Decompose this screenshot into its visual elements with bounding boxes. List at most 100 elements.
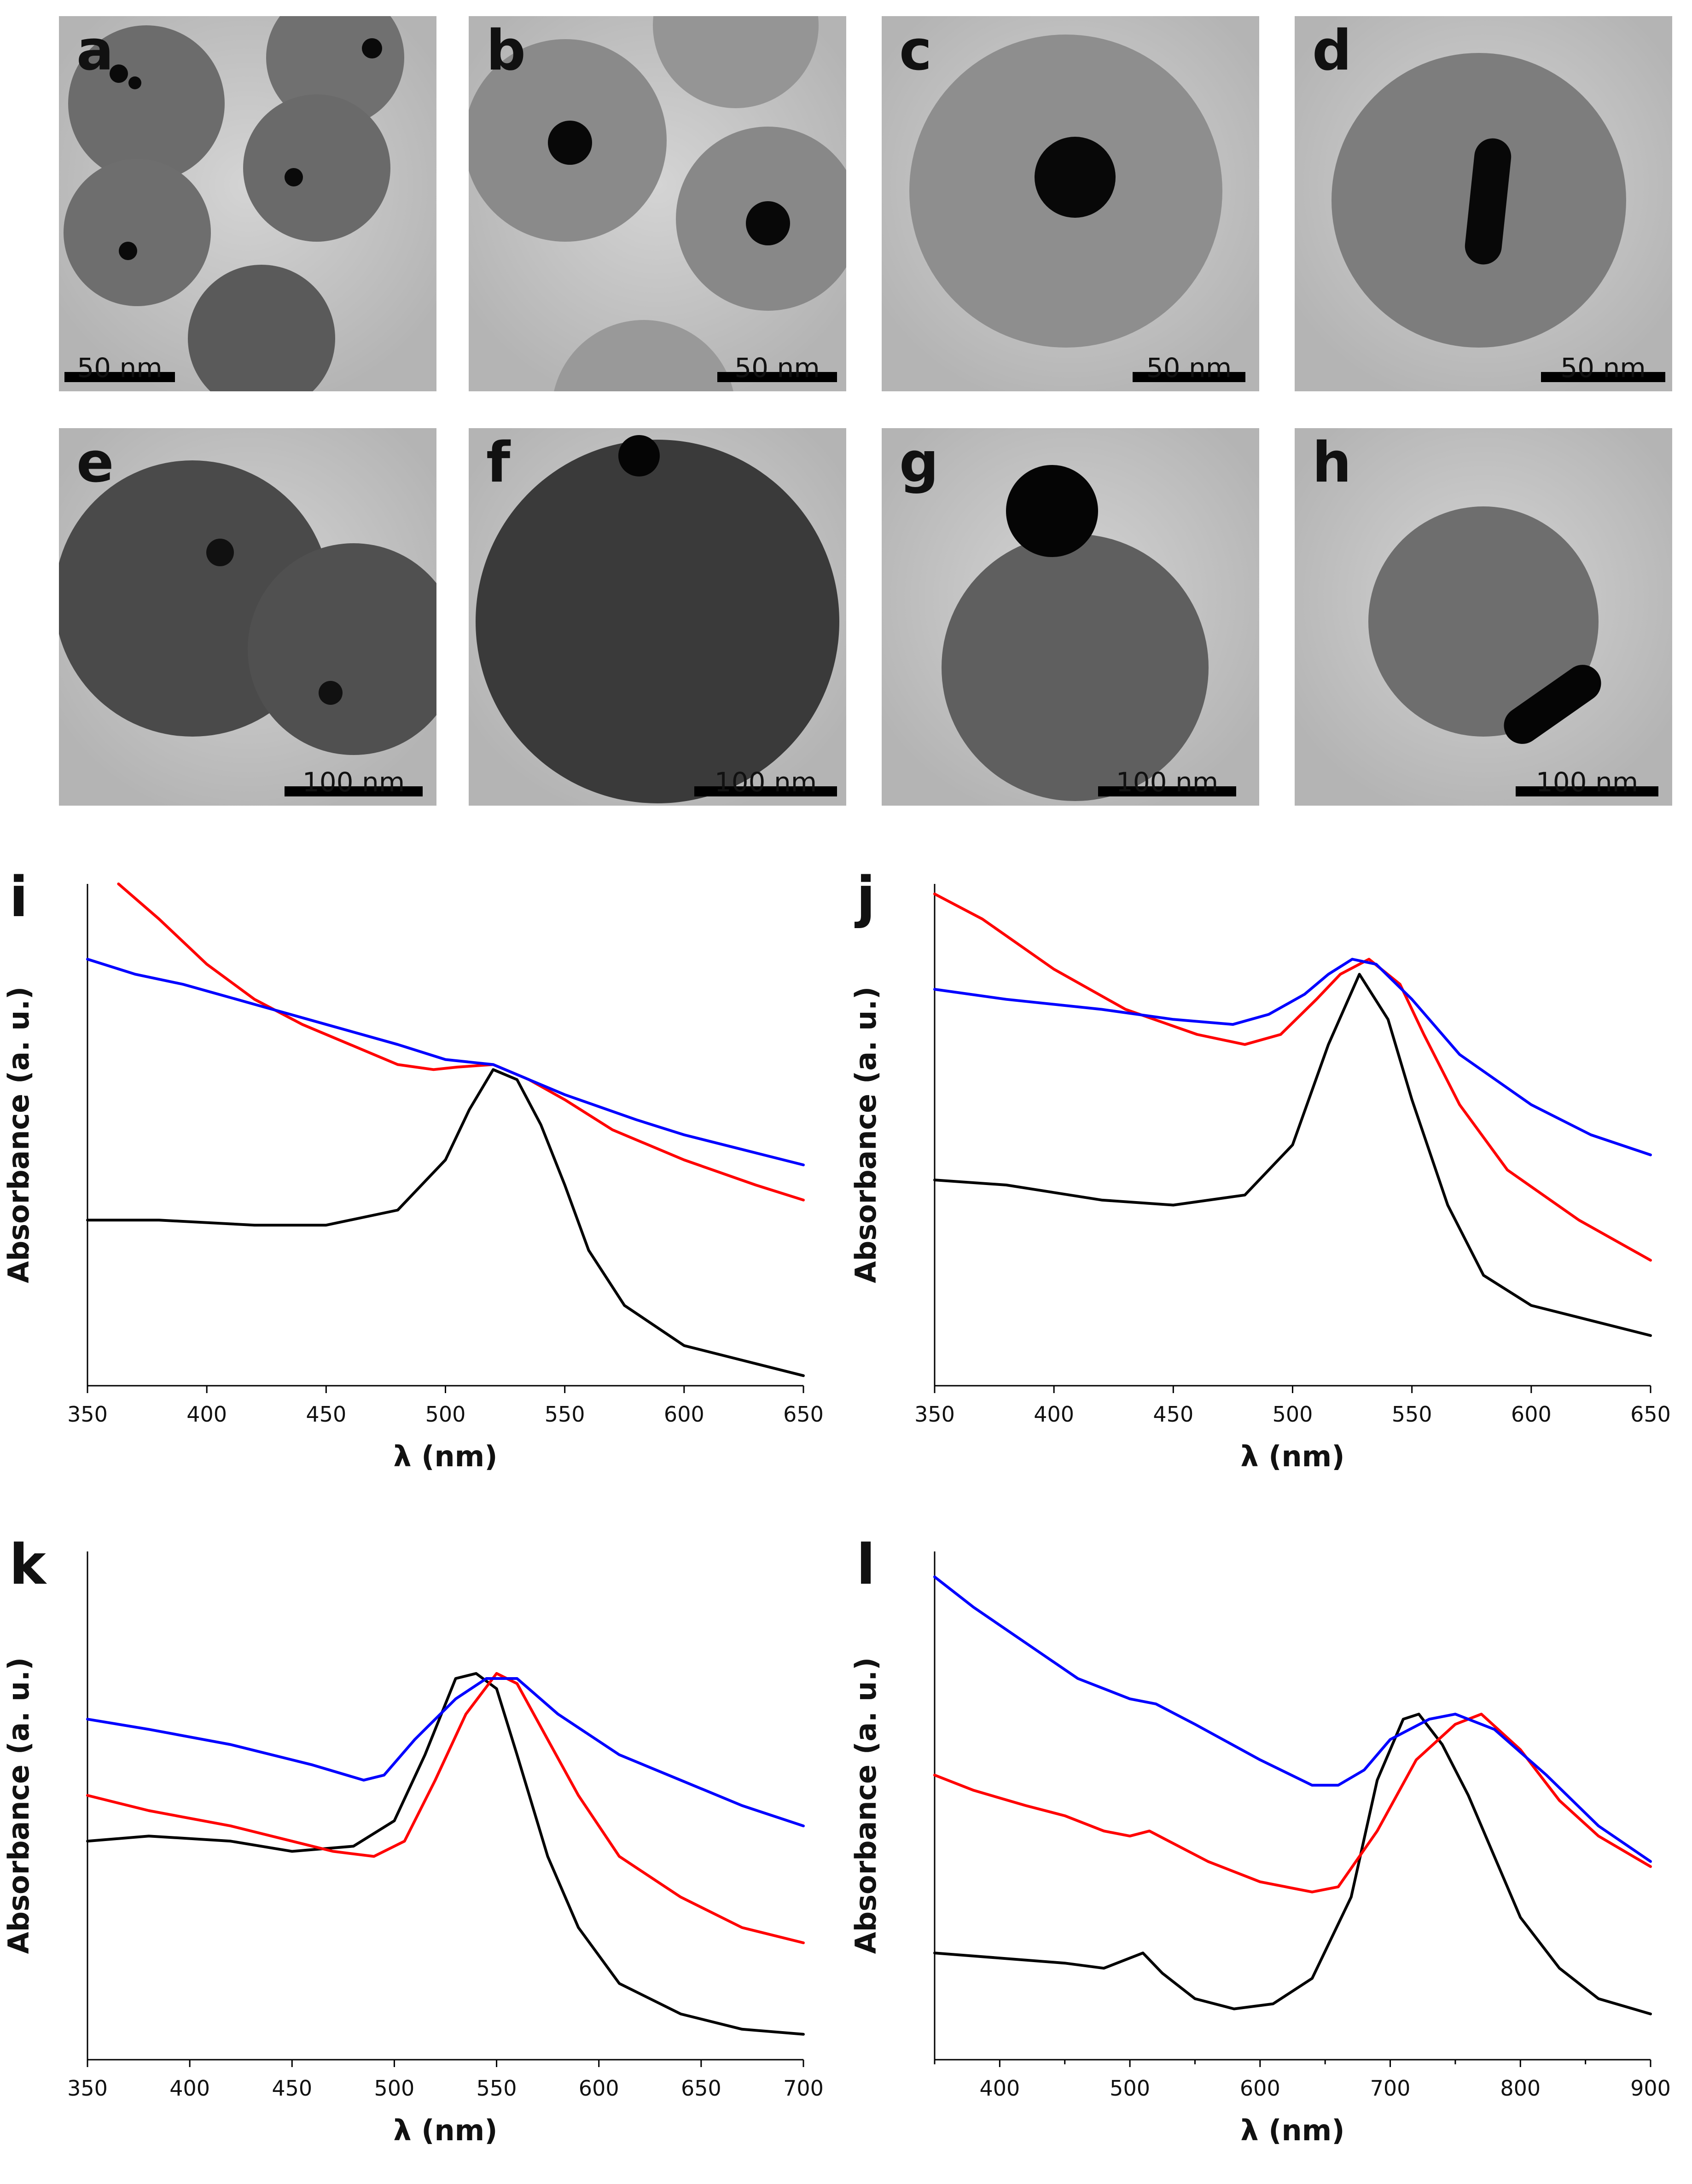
- x-tick-label: 900: [1630, 2076, 1671, 2101]
- series-line-blue: [86, 958, 805, 1167]
- x-tick-label: 650: [1630, 1402, 1671, 1427]
- series-line-blue: [933, 1575, 1652, 1863]
- particle: [746, 201, 790, 245]
- scale-bar-label: 100 nm: [1116, 767, 1219, 798]
- x-tick-label: 650: [783, 1402, 824, 1427]
- panel-letter: i: [9, 865, 28, 929]
- scale-bar-label: 100 nm: [1535, 767, 1639, 798]
- tem-image-e: e 100 nm: [59, 428, 436, 806]
- particle: [110, 64, 128, 83]
- absorbance-chart-i: i 350 400 450 500 550 600 650 λ (nm) Absorbance (…: [0, 865, 829, 1510]
- chart-svg: i 350 400 450 500 550 600 650 λ (nm) Absorbance (…: [2, 865, 824, 1473]
- x-tick-label: 600: [664, 1402, 704, 1427]
- panel-letter: d: [1312, 19, 1352, 83]
- scale-bar: [717, 372, 837, 382]
- panel-letter: f: [486, 431, 511, 495]
- tem-micrograph: [1295, 16, 1672, 391]
- particle: [653, 16, 819, 108]
- x-tick-label: 400: [1034, 1402, 1074, 1427]
- series-line-red: [933, 892, 1652, 1262]
- scale-bar-label: 100 nm: [302, 767, 405, 798]
- tem-micrograph: [1295, 428, 1672, 806]
- chart-svg: j 350 400 450 500 550 600 650 λ (nm) Absorbance (…: [849, 865, 1671, 1473]
- x-tick-label: 500: [1110, 2076, 1150, 2101]
- particle: [248, 543, 436, 755]
- particle: [476, 440, 839, 803]
- tem-micrograph: [882, 16, 1259, 391]
- scale-bar-label: 50 nm: [734, 352, 820, 383]
- x-tick-label: 700: [1370, 2076, 1411, 2101]
- particle: [1035, 137, 1116, 218]
- scale-bar: [1133, 372, 1245, 382]
- particle: [119, 242, 137, 260]
- series-line-black: [933, 973, 1652, 1337]
- particle: [1006, 465, 1098, 557]
- x-tick-label: 500: [1273, 1402, 1313, 1427]
- tem-image-h: h 100 nm: [1295, 428, 1672, 806]
- panel-letter: h: [1312, 431, 1352, 495]
- scale-bar: [64, 372, 175, 382]
- x-tick-label: 550: [477, 2076, 517, 2101]
- panel-letter: k: [9, 1533, 47, 1597]
- tem-image-d: d 50 nm: [1295, 16, 1672, 391]
- absorbance-chart-k: k 350 400 450 500 550 600 650 700 λ (nm) Absorbanc…: [0, 1533, 829, 2184]
- series-line-blue: [86, 1677, 805, 1828]
- panel-letter: g: [899, 431, 939, 495]
- y-axis-label: Absorbance (a. u.): [2, 987, 35, 1284]
- series-line-red: [933, 1713, 1652, 1894]
- panel-letter: b: [486, 19, 526, 83]
- scale-bar: [1098, 786, 1236, 796]
- x-tick-label: 450: [272, 2076, 312, 2101]
- tem-image-c: c 50 nm: [882, 16, 1259, 391]
- scale-bar: [1541, 372, 1665, 382]
- tem-image-b: b 50 nm: [469, 16, 846, 391]
- x-tick-label: 400: [169, 2076, 210, 2101]
- absorbance-chart-j: j 350 400 450 500 550 600 650 λ (nm) Absorbance (…: [847, 865, 1676, 1510]
- x-tick-label: 550: [1392, 1402, 1432, 1427]
- chart-svg: l 400 500 600 700 800 900 λ (nm) Absorbance (a. …: [849, 1533, 1671, 2147]
- panel-letter: c: [899, 19, 932, 83]
- y-axis-label: Absorbance (a. u.): [2, 1657, 35, 1954]
- series-line-red: [117, 883, 805, 1202]
- x-tick-label: 450: [1153, 1402, 1193, 1427]
- x-tick-label: 650: [681, 2076, 721, 2101]
- x-tick-label: 800: [1500, 2076, 1541, 2101]
- particle: [128, 76, 141, 89]
- chart-svg: k 350 400 450 500 550 600 650 700 λ (nm) Absorbanc…: [2, 1533, 824, 2147]
- particle: [554, 320, 733, 391]
- x-tick-label: 500: [374, 2076, 415, 2101]
- particle: [206, 539, 234, 566]
- tem-micrograph: [59, 428, 436, 806]
- tem-micrograph: [469, 428, 846, 806]
- scale-bar-label: 50 nm: [1146, 352, 1232, 383]
- particle: [1368, 506, 1599, 737]
- panel-letter: l: [856, 1533, 875, 1597]
- scale-bar: [285, 786, 423, 796]
- x-tick-label: 350: [914, 1402, 955, 1427]
- tem-image-g: g 100 nm: [882, 428, 1259, 806]
- tem-micrograph: [59, 16, 436, 391]
- scale-bar-label: 50 nm: [1560, 352, 1646, 383]
- y-axis-label: Absorbance (a. u.): [849, 1657, 883, 1954]
- scale-bar: [1516, 786, 1658, 796]
- particle: [942, 534, 1209, 801]
- y-axis-label: Absorbance (a. u.): [849, 987, 883, 1284]
- nanorod: [1465, 138, 1512, 265]
- x-tick-label: 350: [67, 1402, 108, 1427]
- scale-bar-label: 50 nm: [77, 352, 163, 383]
- x-tick-label: 700: [783, 2076, 824, 2101]
- x-tick-label: 400: [186, 1402, 227, 1427]
- panel-letter: e: [76, 431, 114, 495]
- tem-micrograph: [882, 428, 1259, 806]
- panel-letter: a: [76, 19, 114, 83]
- x-tick-label: 450: [306, 1402, 346, 1427]
- series-line-black: [933, 1713, 1652, 2016]
- particle: [285, 168, 303, 186]
- particle: [548, 121, 592, 165]
- series-line-red: [86, 1672, 805, 1945]
- series-line-blue: [933, 958, 1652, 1156]
- x-tick-label: 550: [545, 1402, 585, 1427]
- absorbance-chart-l: l 400 500 600 700 800 900 λ (nm) Absorbance (a. …: [847, 1533, 1676, 2184]
- particle: [319, 681, 343, 705]
- x-tick-label: 500: [425, 1402, 466, 1427]
